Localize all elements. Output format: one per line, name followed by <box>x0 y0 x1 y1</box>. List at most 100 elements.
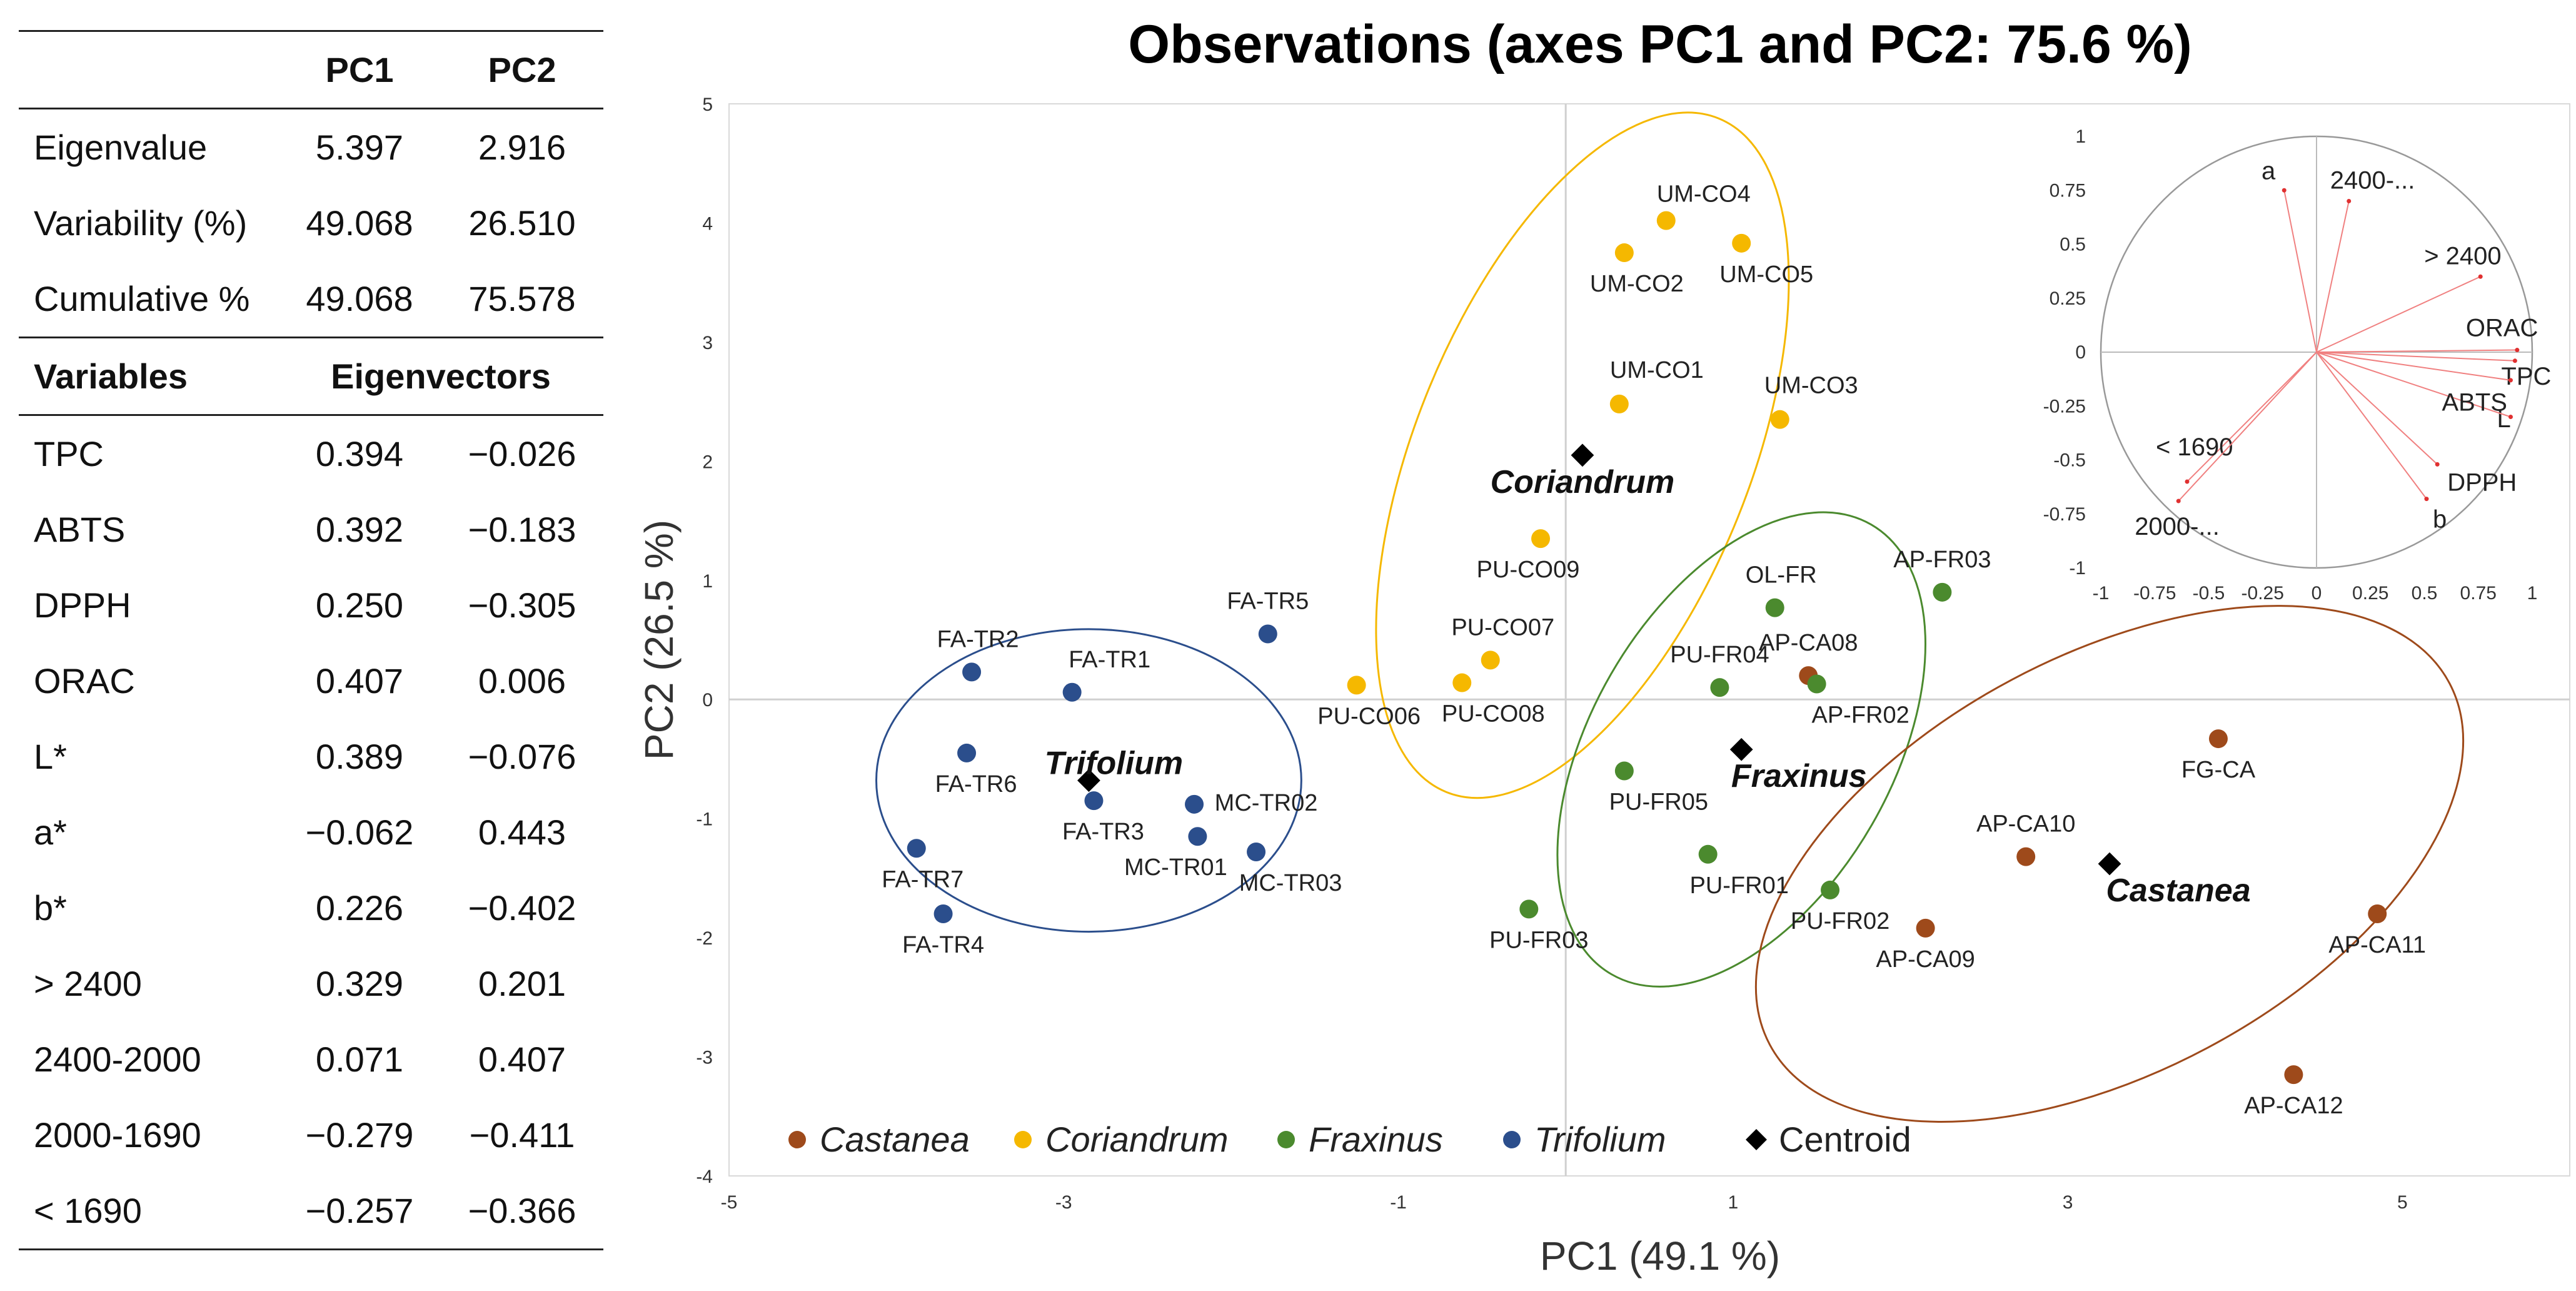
point-label: PU-FR02 <box>1791 908 1889 934</box>
variable-row: DPPH 0.250 −0.305 <box>19 567 603 643</box>
inset-x-tick: -0.5 <box>2193 583 2225 604</box>
pca-chart: Observations (axes PC1 and PC2: 75.6 %) 5… <box>636 14 2570 1278</box>
table-header-row: PC1 PC2 <box>19 30 603 109</box>
header-pc2: PC2 <box>441 30 603 109</box>
point-fraxinus <box>1821 880 1840 899</box>
point-label: FG-CA <box>2181 757 2256 783</box>
loading-point <box>2515 348 2520 353</box>
ellipse-castanea <box>1754 605 2465 1123</box>
x-tick-label: -1 <box>1390 1192 1407 1213</box>
x-axis-label: PC1 (49.1 %) <box>1540 1233 1780 1278</box>
loading-point <box>2347 199 2352 203</box>
variable-pc2: −0.402 <box>468 888 576 928</box>
centroid-marker <box>1729 737 1753 761</box>
loading-vector <box>2178 352 2317 502</box>
inset-y-tick: 0.25 <box>2050 288 2086 309</box>
point-label: AP-FR03 <box>1893 547 1991 573</box>
y-tick-label: 2 <box>702 452 713 472</box>
eigen-table-panel: PC1 PC2 Eigenvalue 5.397 2.916 Variability (%… <box>0 0 619 1291</box>
variables-header: Variables <box>19 337 278 415</box>
variable-pc2: 0.407 <box>478 1040 566 1079</box>
ellipse-coriandrum <box>1375 111 1790 799</box>
point-label: UM-CO3 <box>1764 373 1858 399</box>
variable-label: ORAC <box>34 661 135 701</box>
ellipse-trifolium <box>875 628 1302 933</box>
point-castanea <box>2016 847 2036 866</box>
row-pc2: 75.578 <box>468 279 576 318</box>
inset-y-tick: 0.75 <box>2050 180 2086 201</box>
variable-pc1: 0.394 <box>278 414 441 492</box>
point-label: PU-CO09 <box>1477 557 1580 583</box>
inset-x-tick: 0.25 <box>2352 583 2388 604</box>
loading-point <box>2508 415 2513 419</box>
legend-marker-castanea <box>788 1131 806 1148</box>
variable-pc2: −0.076 <box>468 737 576 776</box>
y-tick-label: -4 <box>696 1167 713 1187</box>
variable-row: ORAC 0.407 0.006 <box>19 643 603 719</box>
inset-x-tick: -0.75 <box>2133 583 2176 604</box>
point-trifolium <box>957 743 977 762</box>
loading-label: ORAC <box>2466 315 2538 342</box>
x-tick-label: -3 <box>1055 1192 1072 1213</box>
x-tick-label: 5 <box>2397 1192 2408 1213</box>
row-pc2: 2.916 <box>441 108 603 185</box>
point-label: PU-CO06 <box>1317 703 1421 729</box>
point-label: FA-TR5 <box>1227 588 1309 614</box>
variable-pc2: 0.443 <box>478 813 566 852</box>
point-coriandrum <box>1609 394 1629 413</box>
variable-pc1: −0.257 <box>278 1173 441 1250</box>
loading-point <box>2282 188 2287 193</box>
variable-row: 2000-1690 −0.279 −0.411 <box>19 1097 603 1173</box>
point-fraxinus <box>1519 899 1539 919</box>
point-label: MC-TR01 <box>1124 854 1227 881</box>
inset-x-tick: 0 <box>2312 583 2322 604</box>
loading-label: b <box>2433 506 2447 534</box>
point-label: AP-CA08 <box>1759 630 1858 656</box>
point-trifolium <box>1185 794 1204 814</box>
point-coriandrum <box>1614 243 1634 263</box>
variable-pc2: 0.201 <box>478 964 566 1003</box>
summary-row: Eigenvalue 5.397 2.916 <box>19 108 603 185</box>
x-tick-label: 1 <box>1728 1192 1738 1213</box>
point-label: AP-FR02 <box>1811 702 1909 728</box>
x-tick-label: -5 <box>721 1192 738 1213</box>
loading-vector <box>2316 352 2438 465</box>
point-label: MC-TR03 <box>1239 870 1342 896</box>
point-label: FA-TR6 <box>935 771 1017 797</box>
point-label: UM-CO4 <box>1657 181 1751 208</box>
loading-vector <box>2186 352 2317 482</box>
point-trifolium <box>1084 791 1104 811</box>
point-label: PU-CO07 <box>1451 614 1554 640</box>
variable-label: L* <box>34 737 67 776</box>
y-axis-label: PC2 (26.5 %) <box>636 520 682 760</box>
y-tick-label: -3 <box>696 1048 713 1068</box>
loading-vector <box>2316 201 2350 353</box>
legend-label-coriandrum: Coriandrum <box>1045 1120 1229 1159</box>
point-label: UM-CO5 <box>1719 261 1813 288</box>
inset-y-tick: 0.5 <box>2060 235 2086 255</box>
variable-row: a* −0.062 0.443 <box>19 794 603 870</box>
inset-y-tick: -1 <box>2069 558 2086 579</box>
y-tick-label: 1 <box>702 571 713 592</box>
centroid-label: Coriandrum <box>1491 464 1675 500</box>
header-empty <box>19 30 278 109</box>
loading-vector <box>2283 190 2317 353</box>
loading-vector <box>2316 352 2511 381</box>
point-label: PU-FR04 <box>1670 642 1769 668</box>
loading-vector <box>2316 352 2427 500</box>
inset-y-tick: -0.25 <box>2043 396 2086 417</box>
point-label: AP-CA09 <box>1876 946 1975 973</box>
ellipse-fraxinus <box>1556 511 1926 988</box>
variable-row: L* 0.389 −0.076 <box>19 719 603 794</box>
loading-label: a <box>2262 157 2276 185</box>
point-fraxinus <box>1710 678 1729 697</box>
row-pc1: 5.397 <box>278 108 441 185</box>
header-pc1: PC1 <box>278 30 441 109</box>
variable-pc1: 0.250 <box>315 585 404 625</box>
variable-pc1: 0.389 <box>315 737 404 776</box>
variable-pc2: −0.026 <box>441 414 603 492</box>
point-coriandrum <box>1452 673 1472 692</box>
loading-label: TPC <box>2501 363 2551 390</box>
point-trifolium <box>907 839 926 858</box>
point-fraxinus <box>1933 582 1952 602</box>
